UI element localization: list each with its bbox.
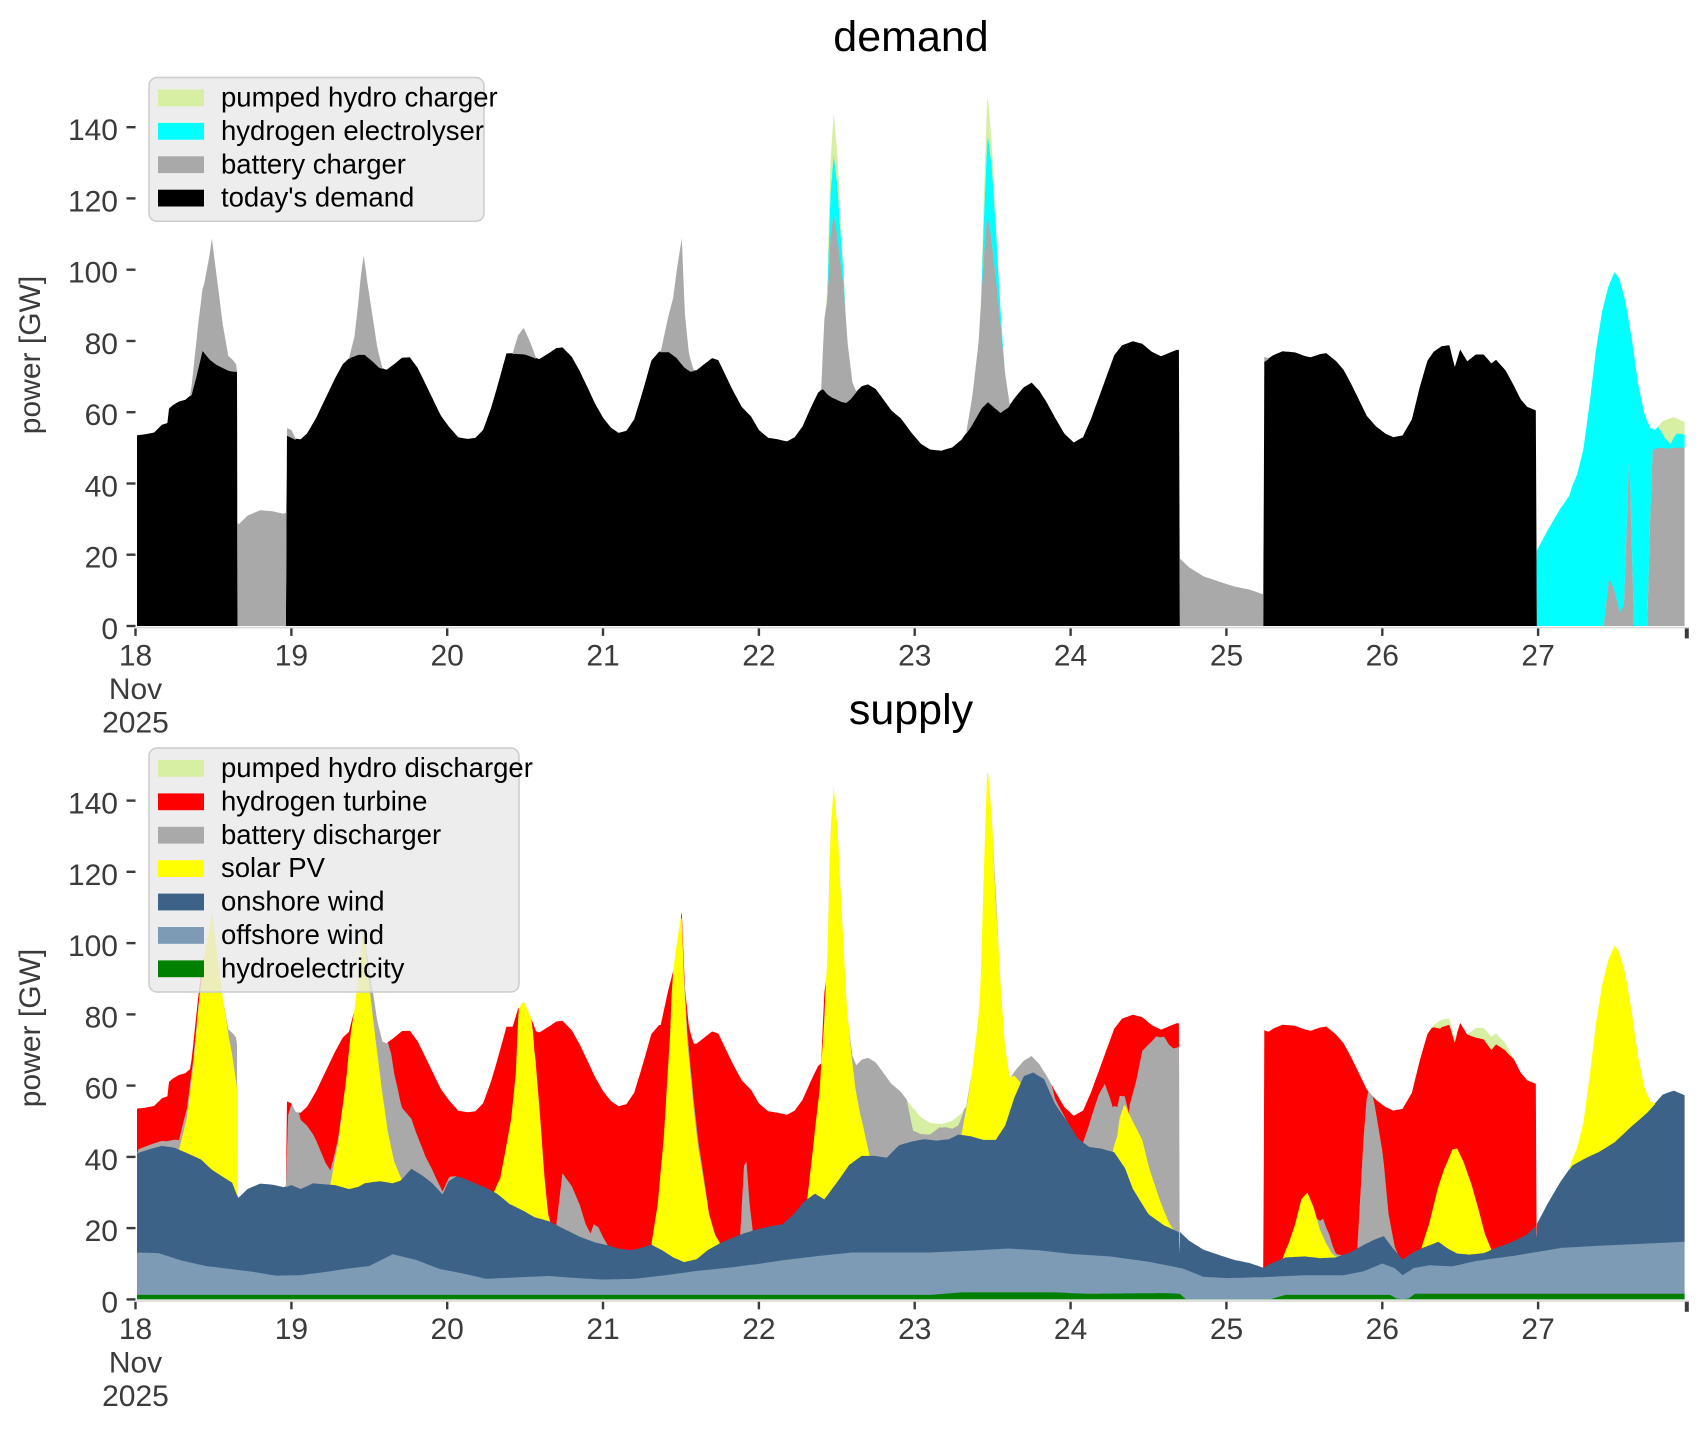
svg-text:27: 27 xyxy=(1521,640,1554,673)
svg-text:25: 25 xyxy=(1210,1313,1243,1346)
svg-text:22: 22 xyxy=(742,1313,775,1346)
svg-text:hydrogen electrolyser: hydrogen electrolyser xyxy=(221,115,484,146)
svg-text:23: 23 xyxy=(898,1313,931,1346)
svg-text:27: 27 xyxy=(1521,1313,1554,1346)
svg-text:2025: 2025 xyxy=(102,1380,169,1413)
svg-text:20: 20 xyxy=(431,640,464,673)
svg-text:40: 40 xyxy=(85,471,118,504)
svg-text:21: 21 xyxy=(586,1313,619,1346)
svg-text:60: 60 xyxy=(85,1073,118,1106)
svg-text:hydroelectricity: hydroelectricity xyxy=(221,952,405,983)
svg-text:2025: 2025 xyxy=(102,707,169,740)
svg-text:0: 0 xyxy=(101,613,118,646)
svg-text:20: 20 xyxy=(431,1313,464,1346)
svg-text:18: 18 xyxy=(119,640,152,673)
svg-text:onshore wind: onshore wind xyxy=(221,886,385,917)
svg-text:24: 24 xyxy=(1054,640,1087,673)
svg-text:140: 140 xyxy=(68,788,118,821)
svg-text:18: 18 xyxy=(119,1313,152,1346)
svg-text:pumped hydro charger: pumped hydro charger xyxy=(221,82,498,113)
svg-text:19: 19 xyxy=(275,1313,308,1346)
svg-text:60: 60 xyxy=(85,399,118,432)
svg-text:offshore wind: offshore wind xyxy=(221,919,384,950)
svg-text:25: 25 xyxy=(1210,640,1243,673)
svg-text:24: 24 xyxy=(1054,1313,1087,1346)
svg-text:40: 40 xyxy=(85,1144,118,1177)
svg-text:100: 100 xyxy=(68,930,118,963)
svg-text:20: 20 xyxy=(85,542,118,575)
svg-text:battery discharger: battery discharger xyxy=(221,819,441,850)
svg-text:power [GW]: power [GW] xyxy=(14,276,47,434)
svg-text:demand: demand xyxy=(833,13,988,61)
svg-text:hydrogen turbine: hydrogen turbine xyxy=(221,785,427,816)
svg-text:120: 120 xyxy=(68,859,118,892)
svg-text:100: 100 xyxy=(68,257,118,290)
svg-text:supply: supply xyxy=(849,686,974,734)
svg-text:solar PV: solar PV xyxy=(221,852,326,883)
svg-text:pumped hydro discharger: pumped hydro discharger xyxy=(221,752,533,783)
svg-text:19: 19 xyxy=(275,640,308,673)
svg-text:22: 22 xyxy=(742,640,775,673)
svg-text:power [GW]: power [GW] xyxy=(14,949,47,1107)
svg-text:20: 20 xyxy=(85,1215,118,1248)
svg-text:26: 26 xyxy=(1366,1313,1399,1346)
svg-text:today's demand: today's demand xyxy=(221,182,414,213)
svg-text:0: 0 xyxy=(101,1286,118,1319)
svg-text:Nov: Nov xyxy=(109,1346,162,1379)
svg-text:23: 23 xyxy=(898,640,931,673)
svg-text:120: 120 xyxy=(68,185,118,218)
svg-text:26: 26 xyxy=(1366,640,1399,673)
svg-text:21: 21 xyxy=(586,640,619,673)
svg-text:Nov: Nov xyxy=(109,673,162,706)
svg-text:80: 80 xyxy=(85,328,118,361)
svg-text:80: 80 xyxy=(85,1001,118,1034)
svg-text:battery charger: battery charger xyxy=(221,148,406,179)
svg-text:140: 140 xyxy=(68,114,118,147)
